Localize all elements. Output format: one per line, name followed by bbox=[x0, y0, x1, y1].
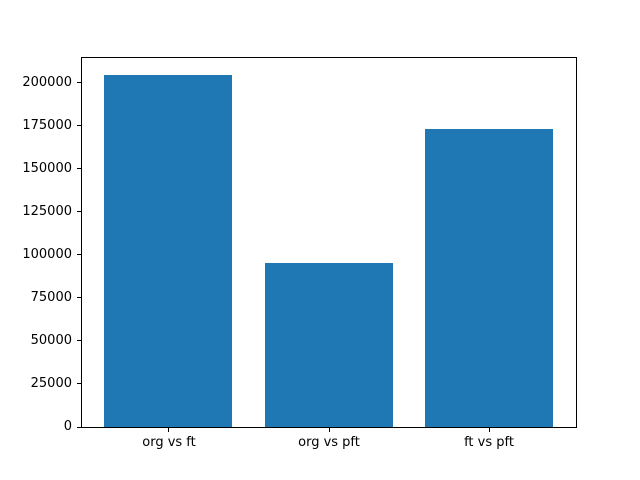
y-tick-label: 125000 bbox=[22, 204, 72, 219]
x-tick-mark bbox=[329, 428, 330, 432]
bar-org-vs-ft bbox=[104, 75, 232, 427]
y-tick-label: 150000 bbox=[22, 161, 72, 176]
y-tick-mark bbox=[77, 383, 81, 384]
plot-area bbox=[81, 57, 577, 428]
y-tick-label: 75000 bbox=[30, 290, 72, 305]
y-tick-mark bbox=[77, 125, 81, 126]
y-tick-label: 200000 bbox=[22, 75, 72, 90]
x-tick-mark bbox=[168, 428, 169, 432]
y-tick-mark bbox=[77, 82, 81, 83]
y-tick-mark bbox=[77, 340, 81, 341]
y-tick-mark bbox=[77, 297, 81, 298]
bar-org-vs-pft bbox=[265, 263, 393, 427]
x-tick-label: org vs pft bbox=[298, 435, 360, 450]
x-tick-mark bbox=[489, 428, 490, 432]
y-tick-label: 100000 bbox=[22, 247, 72, 262]
y-tick-label: 50000 bbox=[30, 333, 72, 348]
bar-ft-vs-pft bbox=[425, 129, 553, 427]
y-tick-mark bbox=[77, 254, 81, 255]
bars-layer bbox=[82, 58, 576, 427]
x-tick-label: org vs ft bbox=[142, 435, 196, 450]
y-tick-mark bbox=[77, 427, 81, 428]
y-tick-label: 175000 bbox=[22, 118, 72, 133]
y-tick-label: 25000 bbox=[30, 376, 72, 391]
y-tick-mark bbox=[77, 168, 81, 169]
y-tick-label: 0 bbox=[63, 419, 72, 434]
y-tick-mark bbox=[77, 211, 81, 212]
x-tick-label: ft vs pft bbox=[464, 435, 514, 450]
